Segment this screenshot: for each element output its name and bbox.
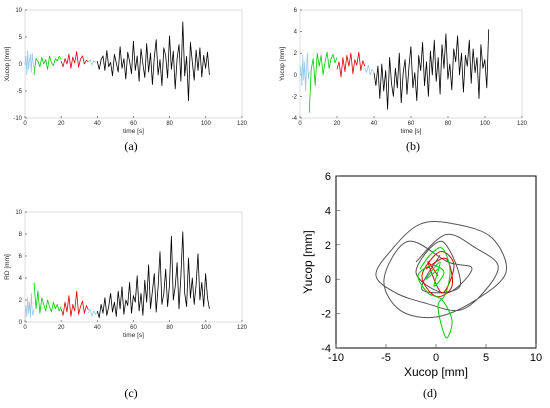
chart-panel-d: -10 -5 0 5 10 -4 -2 0 2 4 6 Xucop [mm] Yucop [mm] (d) — [301, 171, 542, 400]
y-tick-label: 5 — [19, 35, 23, 41]
y-tick-label: 6 — [294, 8, 298, 14]
x-tick-label: 10 — [530, 352, 542, 364]
series-line — [24, 293, 35, 320]
chart-panel-c: 0 20 40 60 80 100 120 0 2 4 6 8 10 time [s] RD [mm] (c) — [4, 210, 248, 400]
x-axis-label: time [s] — [123, 128, 144, 135]
x-tick-label: 40 — [94, 325, 101, 331]
y-tick-label: 0 — [294, 73, 298, 79]
y-tick-label: -4 — [321, 343, 331, 355]
x-tick-label: 5 — [483, 352, 489, 364]
series-line — [299, 52, 310, 92]
series-line — [24, 50, 35, 76]
y-tick-label: -4 — [292, 116, 298, 122]
x-tick-label: 60 — [130, 325, 137, 331]
series-line — [308, 51, 338, 113]
x-tick-label: 40 — [371, 121, 378, 127]
x-tick-label: 20 — [58, 325, 65, 331]
y-tick-label: 6 — [325, 171, 331, 183]
y-tick-label: 2 — [325, 240, 331, 252]
y-tick-label: 10 — [15, 210, 22, 216]
series-line — [375, 221, 508, 319]
y-tick-label: 4 — [294, 30, 298, 36]
x-tick-label: 60 — [408, 121, 415, 127]
y-tick-label: 10 — [15, 8, 22, 14]
x-tick-label: 20 — [334, 121, 341, 127]
series-line — [87, 308, 98, 317]
x-tick-label: -10 — [328, 352, 344, 364]
series-line — [421, 251, 455, 298]
y-tick-label: 0 — [19, 62, 23, 68]
x-tick-label: 0 — [23, 325, 27, 331]
x-tick-label: 120 — [517, 121, 528, 127]
y-tick-label: -2 — [321, 309, 331, 321]
x-tick-label: 100 — [480, 121, 491, 127]
panel-caption: (b) — [406, 139, 420, 153]
x-tick-label: 60 — [130, 121, 137, 127]
y-tick-label: -5 — [17, 89, 23, 95]
y-axis-label: Xucop [mm] — [4, 46, 11, 81]
x-tick-label: 0 — [23, 121, 27, 127]
series-line — [96, 21, 210, 102]
y-tick-label: 4 — [19, 276, 23, 282]
series-line — [373, 29, 490, 110]
plot-area — [24, 211, 243, 323]
y-axis-label: Yucop [mm] — [279, 47, 286, 82]
plot-area — [24, 9, 243, 119]
x-tick-label: 40 — [94, 121, 101, 127]
x-tick-label: 100 — [201, 121, 212, 127]
x-tick-label: 120 — [237, 121, 248, 127]
x-tick-label: 20 — [58, 121, 65, 127]
series-line — [60, 290, 89, 317]
x-tick-label: -5 — [381, 352, 391, 364]
x-tick-label: 120 — [237, 325, 248, 331]
y-tick-label: -2 — [292, 94, 298, 100]
x-tick-label: 80 — [445, 121, 452, 127]
x-tick-label: 80 — [166, 121, 173, 127]
x-tick-label: 80 — [166, 325, 173, 331]
series-line — [364, 64, 375, 76]
panel-caption: (c) — [124, 386, 137, 400]
x-axis-label: Xucop [mm] — [404, 365, 468, 379]
x-tick-label: 0 — [298, 121, 302, 127]
series-line — [60, 51, 89, 69]
x-axis-label: time [s] — [123, 332, 144, 339]
x-tick-label: 100 — [201, 325, 212, 331]
x-axis-label: time [s] — [401, 128, 422, 135]
panel-caption: (d) — [423, 386, 437, 400]
series-line — [87, 59, 98, 66]
y-axis-label: Yucop [mm] — [301, 230, 315, 293]
y-tick-label: 8 — [19, 232, 23, 238]
series-line — [417, 247, 453, 339]
y-tick-label: 0 — [325, 274, 331, 286]
y-tick-label: 6 — [19, 254, 23, 260]
series-line — [33, 282, 62, 314]
plot-area — [299, 9, 523, 119]
chart-panel-a: 0 20 40 60 80 100 120 -10 -5 0 5 10 time [s] Xucop [m… — [4, 8, 248, 153]
y-tick-label: 4 — [325, 205, 331, 217]
panel-caption: (a) — [124, 139, 137, 153]
chart-panel-b: 0 20 40 60 80 100 120 -4 -2 0 2 4 6 time [s] Yucop [mm… — [279, 8, 528, 153]
series-line — [336, 51, 366, 78]
y-tick-label: -10 — [13, 116, 22, 122]
y-tick-label: 2 — [294, 51, 298, 57]
y-axis-label: RD [mm] — [4, 254, 11, 280]
y-tick-label: 0 — [19, 320, 23, 326]
x-tick-label: 0 — [433, 352, 439, 364]
y-tick-label: 2 — [19, 298, 23, 304]
series-line — [96, 231, 210, 318]
series-line — [33, 55, 62, 75]
